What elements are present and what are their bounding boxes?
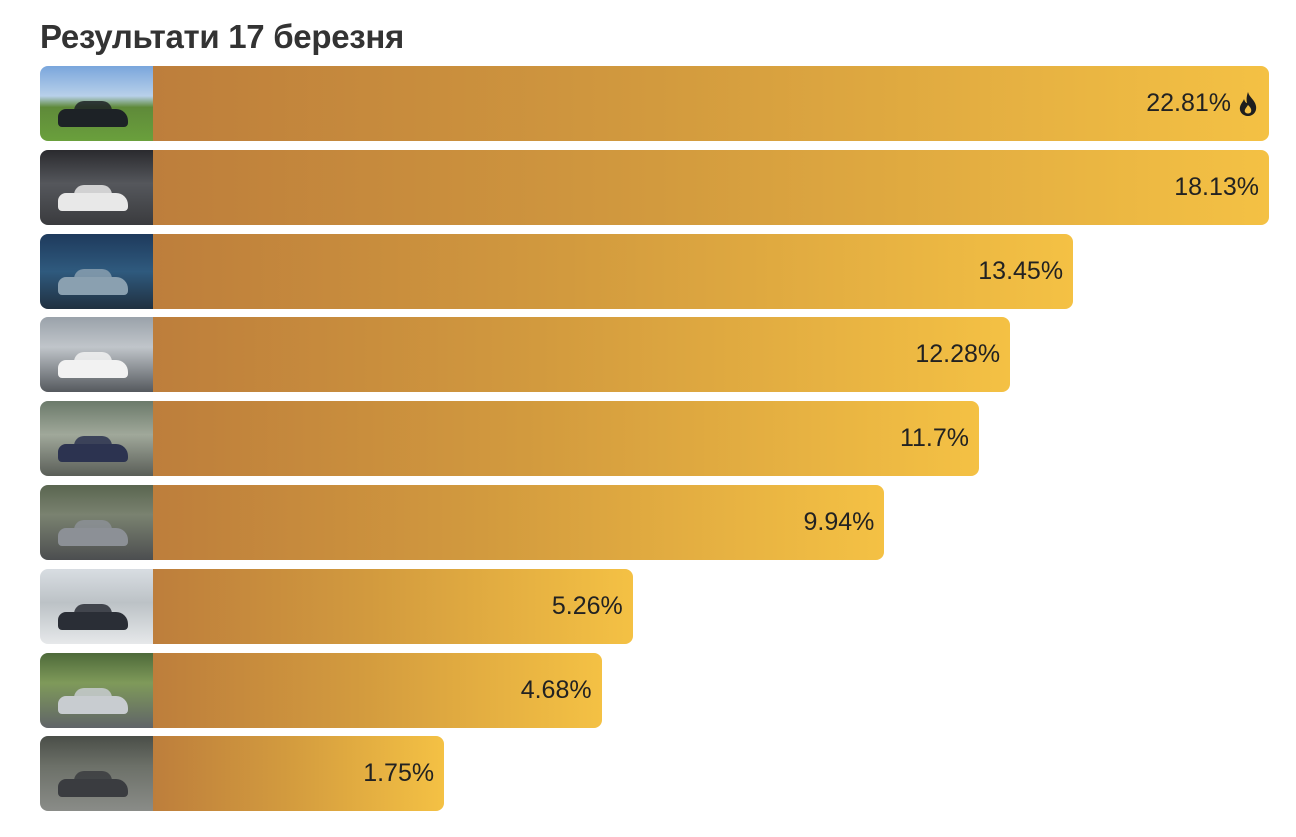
value-label: 9.94% <box>803 508 875 536</box>
result-row: 5.26% <box>40 568 633 644</box>
value-label: 1.75% <box>363 759 435 788</box>
bar: 18.13% <box>153 149 1269 225</box>
result-row: 18.13% <box>40 149 1269 225</box>
bar: 11.7% <box>153 401 979 477</box>
result-row: 13.45% <box>40 233 1074 309</box>
car-photo <box>40 149 153 225</box>
bar: 5.26% <box>153 568 633 644</box>
bar: 12.28% <box>153 317 1011 393</box>
bar: 9.94% <box>153 485 885 560</box>
value-label: 4.68% <box>520 675 592 704</box>
car-photo <box>40 568 153 644</box>
fire-icon <box>1239 91 1257 116</box>
bar: 4.68% <box>153 652 602 728</box>
bar: 22.81% <box>153 66 1269 141</box>
car-photo <box>40 485 153 560</box>
value-label: 22.81% <box>1146 89 1231 117</box>
car-photo <box>40 652 153 728</box>
car-photo <box>40 736 153 812</box>
result-row: 9.94% <box>40 485 885 560</box>
value-label: 12.28% <box>915 340 1001 369</box>
car-photo <box>40 66 153 141</box>
result-row: 22.81% <box>40 66 1269 141</box>
bar: 1.75% <box>153 736 445 812</box>
value-label: 11.7% <box>899 424 969 453</box>
bar: 13.45% <box>153 233 1074 309</box>
result-row: 12.28% <box>40 317 1011 393</box>
value-label: 5.26% <box>551 591 623 620</box>
car-photo <box>40 317 153 393</box>
car-photo <box>40 401 153 477</box>
result-row: 4.68% <box>40 652 602 728</box>
value-label: 18.13% <box>1174 172 1259 201</box>
value-label: 13.45% <box>978 256 1064 285</box>
page-title: Результати 17 березня <box>40 18 404 55</box>
result-row: 1.75% <box>40 736 445 812</box>
car-photo <box>40 233 153 309</box>
result-row: 11.7% <box>40 401 979 477</box>
